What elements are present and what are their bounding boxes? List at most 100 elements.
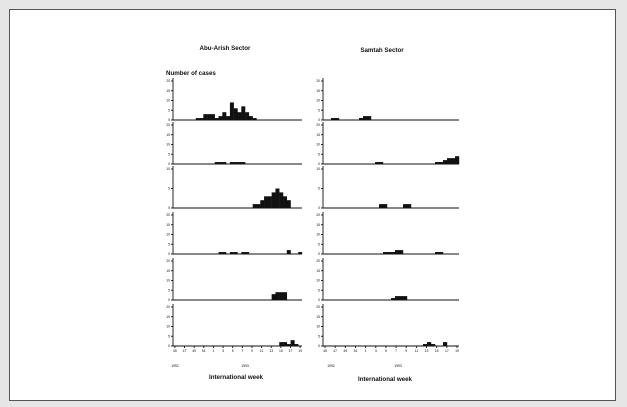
panel-r2-c1-bar <box>383 204 388 208</box>
panel-r3-c0-bar <box>298 252 303 254</box>
panel-r4-c1-bar <box>399 296 404 300</box>
panel-r5-c1-xtick-label: 17 <box>445 349 449 353</box>
panel-r3-c1-bar <box>387 252 392 254</box>
panel-r0-c0-bar <box>248 116 253 120</box>
panel-r4-c1-ytick-label: 0 <box>318 298 320 302</box>
panel-r1-c1-ytick-label: 20 <box>316 123 320 127</box>
panel-r0-c1-bar <box>367 116 372 120</box>
panel-r0-c0-bar <box>214 118 219 120</box>
panel-r0-c0-ytick-label: 15 <box>166 89 170 93</box>
panel-r5-c0-ytick-label: 10 <box>166 325 170 329</box>
panel-r0-c0-bar <box>195 118 200 120</box>
panel-r0-c1-ytick-label: 5 <box>318 108 320 112</box>
panel-r5-c1-xtick-label: 5 <box>385 349 387 353</box>
panel-r0-c0-bar <box>203 114 208 120</box>
panel-r1-c1-bar <box>447 158 452 164</box>
panel-r3-c1-ytick-label: 0 <box>318 252 320 256</box>
panel-r2-c0-bar <box>267 196 272 208</box>
panel-r0-c1-ytick-label: 15 <box>316 89 320 93</box>
panel-r1-c0-ytick-label: 0 <box>168 162 170 166</box>
panel-r5-c0-bar <box>283 342 288 346</box>
panel-r2-c1-ytick-label: 10 <box>316 167 320 171</box>
panel-r4-c0-ytick-label: 0 <box>168 298 170 302</box>
panel-r3-c0-ytick-label: 10 <box>166 233 170 237</box>
panel-r5-c1-xtick-label: 47 <box>333 349 337 353</box>
panel-r1-c0-bar <box>237 162 242 164</box>
panel-r3-c1-ytick-label: 15 <box>316 223 320 227</box>
panel-r4-c0-bar <box>275 292 280 300</box>
panel-r5-c1-bar <box>431 344 436 346</box>
panel-r5-c1-xtick-label: 1 <box>365 349 367 353</box>
panel-r0-c0-bar <box>210 114 215 120</box>
panel-r3-c1-ytick-label: 20 <box>316 213 320 217</box>
panel-r5-c0-xtick-label: 9 <box>251 349 253 353</box>
panel-r5-c0-xtick-label: 3 <box>222 349 224 353</box>
panel-r1-c1-ytick-label: 0 <box>318 162 320 166</box>
panel-r3-c0-ytick-label: 0 <box>168 252 170 256</box>
panel-r1-c1-ytick-label: 5 <box>318 152 320 156</box>
panel-r4-c0-bar <box>279 292 284 300</box>
panel-r5-c0-xtick-label: 5 <box>232 349 234 353</box>
panel-r3-c0-bar <box>286 250 291 254</box>
panel-r4-c1-ytick-label: 15 <box>316 269 320 273</box>
panel-r1-c0-ytick-label: 20 <box>166 123 170 127</box>
panel-r0-c1-ytick-label: 20 <box>316 79 320 83</box>
panel-r5-c0-xtick-label: 19 <box>298 349 302 353</box>
panel-r5-c1-bar <box>427 342 432 346</box>
panel-title-right: Samtah Sector <box>360 47 404 54</box>
panel-r5-c0-xtick-label: 1 <box>212 349 214 353</box>
panel-r5-c1-ytick-label: 15 <box>316 315 320 319</box>
panel-r1-c1-bar <box>439 162 444 164</box>
panel-r0-c0-ytick-label: 20 <box>166 79 170 83</box>
panel-r0-c0-bar <box>226 116 231 120</box>
panel-r1-c1-bar <box>375 162 380 164</box>
panel-r2-c1-bar <box>403 204 408 208</box>
panel-r1-c1-bar <box>435 162 440 164</box>
panel-r3-c1-bar <box>391 252 396 254</box>
panel-r2-c1-ytick-label: 5 <box>318 187 320 191</box>
panel-r3-c0-bar <box>241 252 246 254</box>
panel-r1-c1-bar <box>443 160 448 164</box>
x-axis-label-right: International week <box>358 376 413 383</box>
panel-r3-c1-bar <box>395 250 400 254</box>
figure-frame <box>9 9 616 401</box>
panel-r0-c0-bar <box>245 112 250 120</box>
panel-r1-c0-bar <box>218 162 223 164</box>
panel-r3-c1-ytick-label: 5 <box>318 242 320 246</box>
panel-r5-c1-ytick-label: 5 <box>318 334 320 338</box>
panel-r3-c1-bar <box>383 252 388 254</box>
panel-r4-c1-bar <box>391 298 396 300</box>
panel-r0-c0-bar <box>229 102 234 120</box>
panel-r5-c0-ytick-label: 15 <box>166 315 170 319</box>
year-label-left-1992: 1992 <box>171 364 179 368</box>
panel-r3-c1-bar <box>439 252 444 254</box>
panel-r5-c0-xtick-label: 13 <box>269 349 273 353</box>
panel-r1-c0-bar <box>222 162 227 164</box>
panel-r5-c1-xtick-label: 15 <box>435 349 439 353</box>
panel-r2-c0-bar <box>275 188 280 208</box>
panel-r0-c0-bar <box>222 112 227 120</box>
panel-r5-c1-xtick-label: 51 <box>354 349 358 353</box>
panel-r0-c1-bar <box>335 118 340 120</box>
panel-r1-c1-bar <box>455 156 460 164</box>
panel-r5-c1-xtick-label: 45 <box>323 349 327 353</box>
panel-r4-c0-bar <box>271 294 276 300</box>
panel-r2-c1-bar <box>379 204 384 208</box>
panel-r5-c0-xtick-label: 7 <box>241 349 243 353</box>
panel-r5-c1-bar <box>443 342 448 346</box>
year-label-right-1993: 1993 <box>394 364 402 368</box>
panel-r4-c1-ytick-label: 5 <box>318 288 320 292</box>
panel-r1-c0-bar <box>241 162 246 164</box>
panel-r0-c1-bar <box>363 116 368 120</box>
panel-r5-c1-xtick-label: 3 <box>375 349 377 353</box>
panel-r3-c0-ytick-label: 5 <box>168 242 170 246</box>
panel-r5-c0-ytick-label: 0 <box>168 344 170 348</box>
panel-r0-c0-ytick-label: 10 <box>166 99 170 103</box>
panel-r5-c0-ytick-label: 20 <box>166 305 170 309</box>
panel-r4-c0-bar <box>283 292 288 300</box>
panel-r5-c0-bar <box>290 340 295 346</box>
panel-r3-c0-bar <box>218 252 223 254</box>
panel-r4-c0-ytick-label: 15 <box>166 269 170 273</box>
panel-r3-c0-bar <box>229 252 234 254</box>
panel-r1-c1-ytick-label: 15 <box>316 133 320 137</box>
